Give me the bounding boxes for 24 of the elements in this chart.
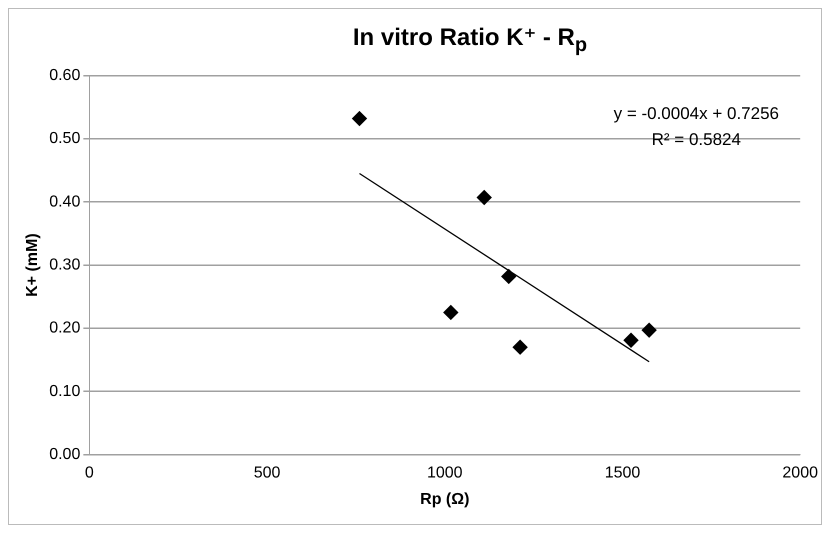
annotation: y = -0.0004x + 0.7256 xyxy=(614,103,779,125)
x-tick-label: 0 xyxy=(84,464,94,482)
y-axis-title: K+ (mM) xyxy=(24,233,42,297)
point xyxy=(501,268,516,284)
y-tick-label: 0.10 xyxy=(49,382,80,400)
point xyxy=(642,322,657,338)
y-tick-label: 0.20 xyxy=(49,320,80,337)
point xyxy=(512,340,528,355)
chart-title: In vitro Ratio K⁺ - R$_{p}$ xyxy=(352,23,588,58)
x-tick-label: 500 xyxy=(254,464,280,482)
y-tick-label: 0.60 xyxy=(49,67,80,84)
y-tick-label: 0.00 xyxy=(49,446,80,464)
y-tick-label: 0.50 xyxy=(49,130,80,148)
point xyxy=(476,190,492,206)
y-tick-label: 0.30 xyxy=(49,256,80,274)
y-tick-label: 0.40 xyxy=(49,193,80,210)
x-tick-label: 2000 xyxy=(782,464,818,482)
x-tick-label: 1000 xyxy=(426,464,463,482)
x-axis-title: Rp (Ω) xyxy=(420,490,470,508)
point xyxy=(624,332,639,348)
annotation: R² = 0.5824 xyxy=(650,129,742,151)
point xyxy=(352,111,367,126)
point xyxy=(443,304,458,320)
x-tick-label: 1500 xyxy=(604,464,640,482)
